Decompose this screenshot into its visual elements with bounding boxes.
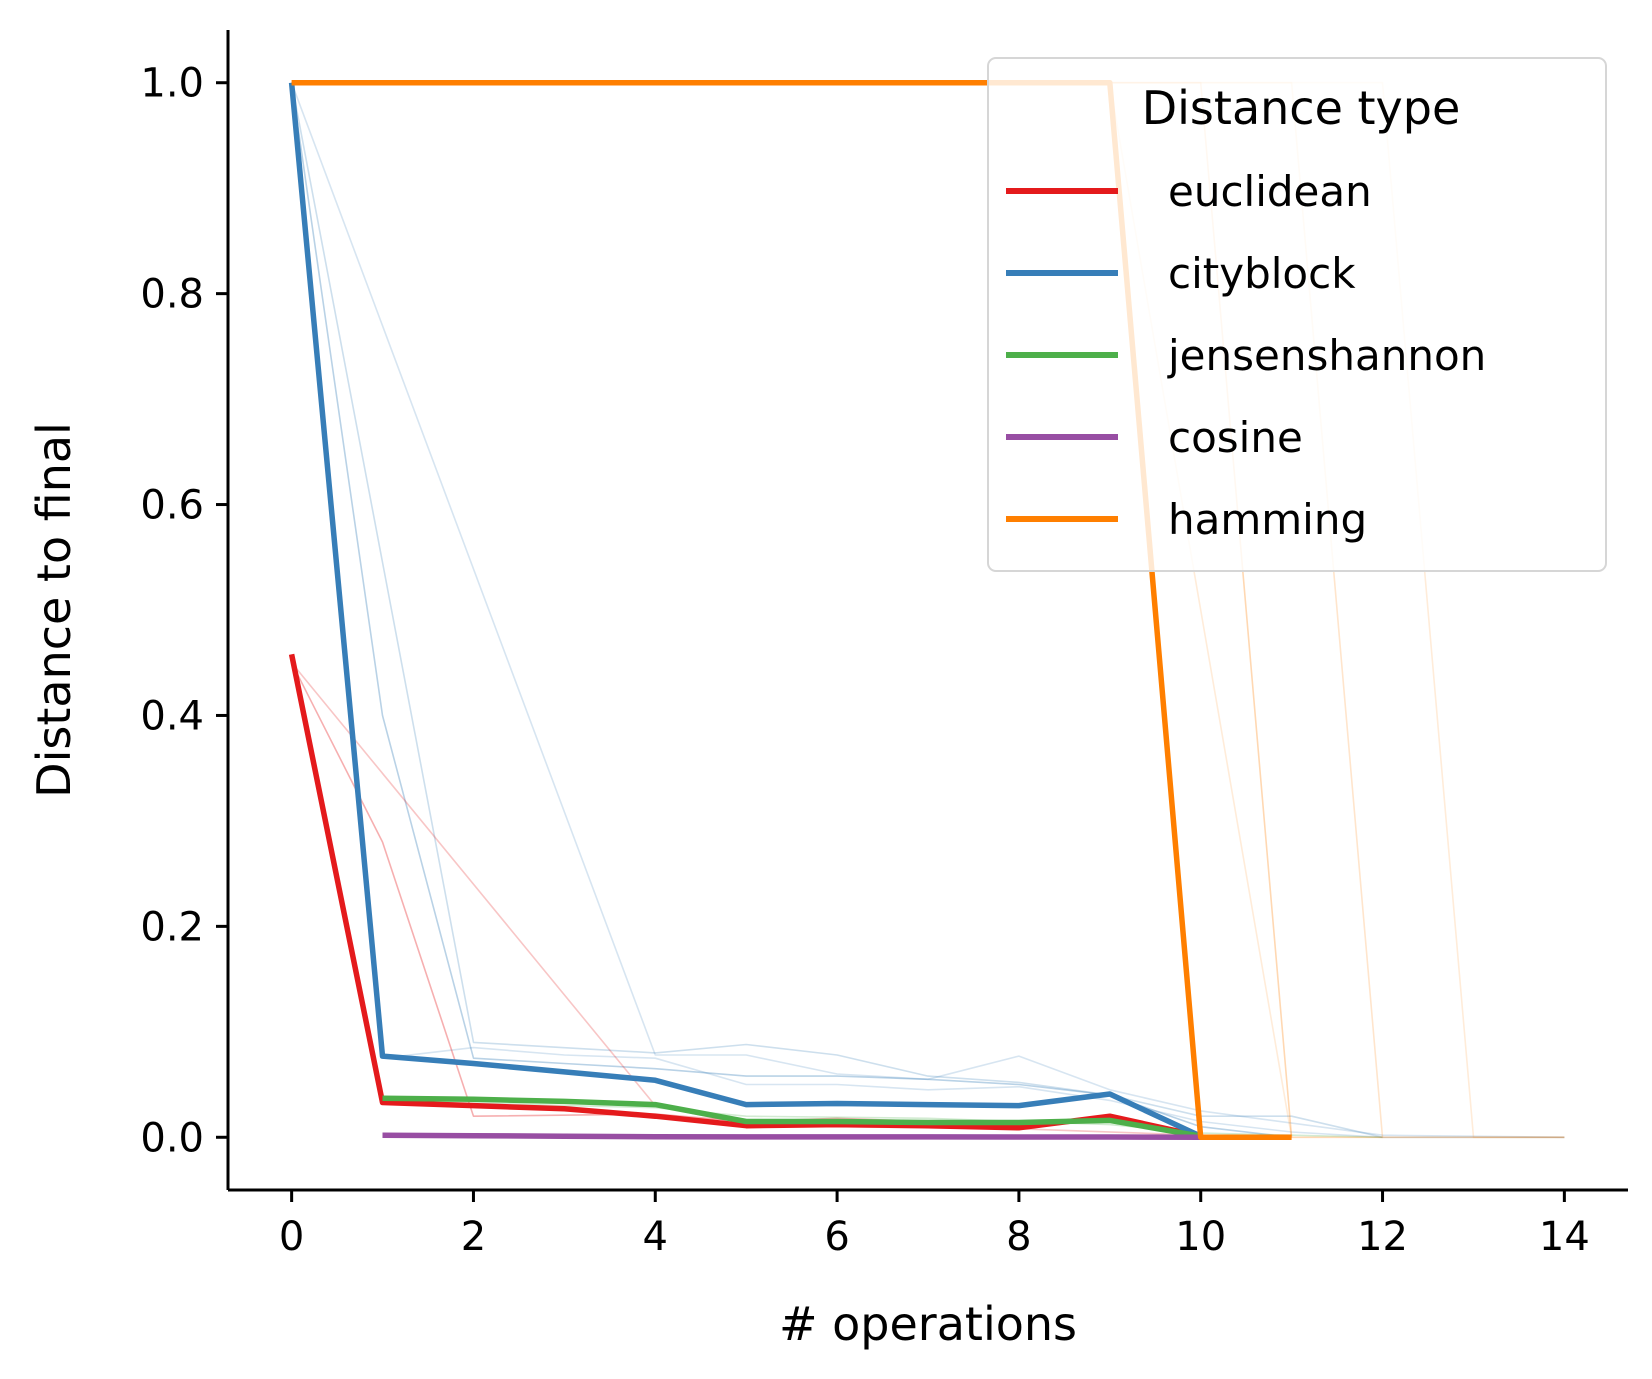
background-trace-3: [382, 1046, 1383, 1139]
x-tick-label: 14: [1539, 1214, 1590, 1260]
x-tick-label: 12: [1357, 1214, 1408, 1260]
x-axis-title: # operations: [779, 1297, 1077, 1351]
background-trace-2: [290, 82, 1565, 1139]
legend-title: Distance type: [1142, 81, 1461, 135]
legend-label-jensenshannon: jensenshannon: [1167, 331, 1486, 380]
x-tick-label: 10: [1175, 1214, 1226, 1260]
axes: [226, 30, 1628, 1192]
x-ticks: 0 2 4 6 8 10 12 14: [279, 1190, 1590, 1260]
series-line-cityblock: [288, 82, 1202, 1139]
y-tick-label: 0.4: [140, 693, 204, 739]
y-tick-label: 0.2: [140, 904, 204, 950]
legend-box: [987, 57, 1607, 572]
x-tick-label: 4: [643, 1214, 668, 1260]
x-tick-label: 8: [1006, 1214, 1031, 1260]
series-line-cosine: [382, 1132, 1201, 1141]
background-trace-4: [290, 662, 1201, 1139]
series-line-jensenshannon: [382, 1095, 1202, 1139]
y-tick-label: 0.6: [140, 483, 204, 529]
y-tick-label: 0.8: [140, 272, 204, 318]
legend-items: euclidean cityblock jensenshannon cosine ham…: [1006, 167, 1486, 544]
background-trace-0: [290, 82, 1565, 1139]
legend-label-cosine: cosine: [1168, 413, 1303, 462]
y-tick-label: 0.0: [140, 1115, 204, 1161]
legend-label-euclidean: euclidean: [1168, 167, 1372, 216]
y-axis-title: Distance to final: [27, 422, 81, 798]
x-tick-label: 2: [461, 1214, 486, 1260]
y-tick-label: 1.0: [140, 61, 204, 107]
legend-label-hamming: hamming: [1168, 495, 1367, 544]
series-lines: [288, 79, 1292, 1141]
y-ticks: 0.0 0.2 0.4 0.6 0.8 1.0: [140, 61, 228, 1161]
legend: Distance type euclidean cityblock jensensh…: [987, 57, 1607, 572]
background-trace-5: [290, 662, 1292, 1139]
series-line-euclidean: [288, 653, 1202, 1139]
x-tick-label: 6: [824, 1214, 849, 1260]
x-tick-label: 0: [279, 1214, 304, 1260]
legend-label-cityblock: cityblock: [1168, 249, 1356, 298]
